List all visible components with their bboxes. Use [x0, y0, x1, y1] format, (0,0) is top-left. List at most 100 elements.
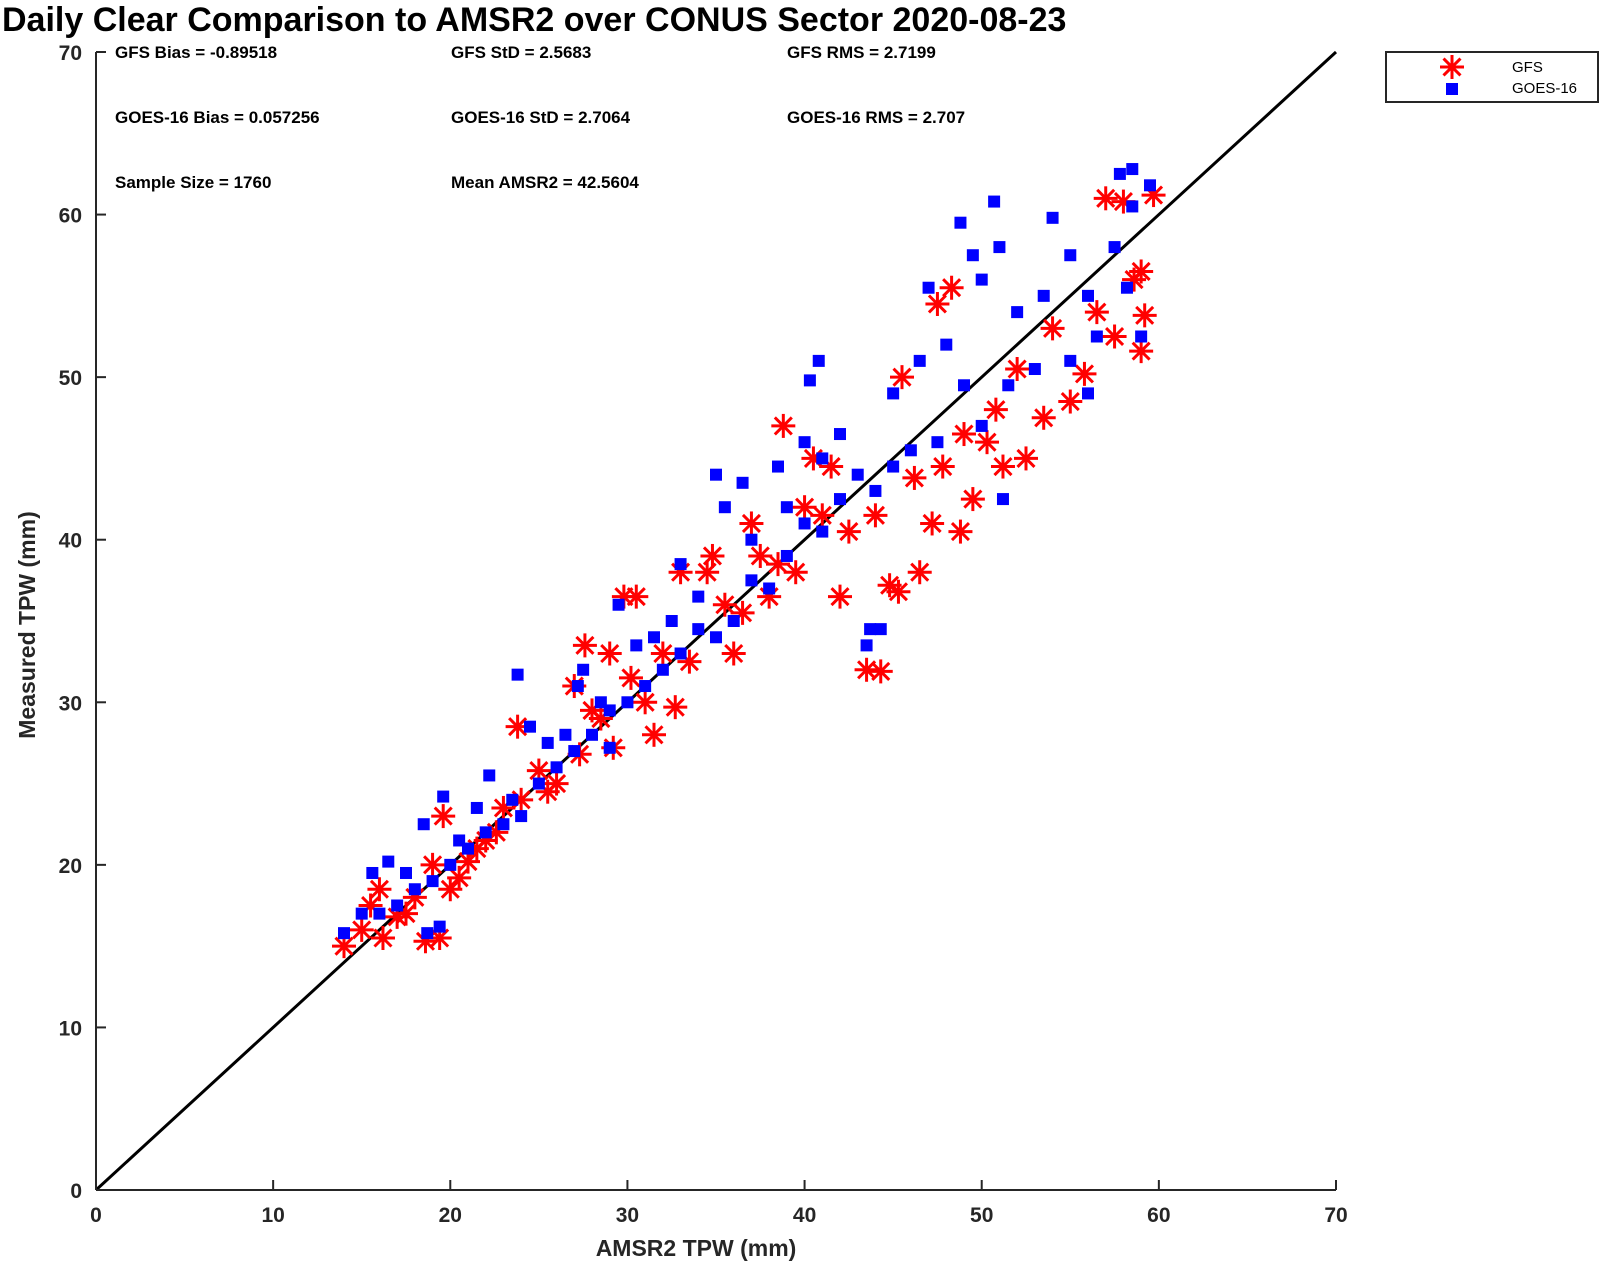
goes-point — [511, 668, 524, 681]
goes-point — [966, 249, 979, 262]
goes-point — [550, 761, 563, 774]
goes-point — [763, 582, 776, 595]
goes-point — [922, 281, 935, 294]
goes-point — [1046, 211, 1059, 224]
goes-point — [571, 680, 584, 693]
gfs-point — [712, 592, 737, 617]
goes-point — [727, 615, 740, 627]
sample-size-text: Sample Size = 1760 — [115, 173, 271, 192]
legend-gfs-label: GFS — [1512, 59, 1543, 76]
gfs-point — [618, 665, 643, 690]
goes-point — [603, 741, 616, 754]
gfs-point — [1014, 446, 1038, 471]
gfs-point — [633, 690, 658, 715]
gfs-point — [1058, 389, 1083, 414]
goes-point — [988, 195, 1001, 208]
goes-point — [568, 745, 581, 758]
goes-point — [710, 631, 722, 644]
goes-point — [1011, 306, 1024, 319]
gfs-point — [1132, 303, 1157, 328]
gfs-point — [739, 511, 764, 536]
goes-point — [355, 907, 368, 920]
goes-point — [532, 777, 545, 790]
goes-point — [338, 927, 350, 940]
gfs-point — [1084, 300, 1109, 325]
goes-point — [524, 720, 536, 733]
goes-point — [1028, 363, 1041, 376]
goes-point — [780, 549, 793, 562]
goes-point — [400, 866, 412, 879]
gfs-point — [952, 422, 976, 447]
goes-point — [1082, 387, 1094, 400]
goes-point — [816, 452, 829, 465]
goes-point — [559, 728, 572, 741]
goes-point — [812, 354, 825, 367]
goes-point — [869, 484, 882, 497]
gfs-point — [748, 543, 773, 568]
reference-line-layer — [94, 50, 1338, 1192]
goes-point — [586, 728, 598, 741]
gfs-bias-text: GFS Bias = -0.89518 — [115, 43, 277, 62]
mean-amsr2-text: Mean AMSR2 = 42.5604 — [451, 173, 639, 192]
legend-box — [1385, 51, 1599, 103]
goes-point — [656, 663, 669, 676]
goes-point — [904, 444, 917, 457]
y-axis-ticks: 0 10 20 30 40 50 60 70 — [59, 42, 106, 1203]
x-tick-label: 50 — [970, 1204, 993, 1227]
goes-point — [366, 866, 379, 879]
gfs-point — [624, 584, 649, 609]
y-tick-label: 0 — [70, 1180, 82, 1203]
goes-point — [864, 623, 877, 636]
goes-point — [958, 379, 970, 392]
y-tick-label: 30 — [59, 692, 82, 715]
x-tick-label: 20 — [439, 1204, 462, 1227]
gfs-point — [920, 511, 945, 536]
goes-point — [674, 558, 687, 571]
goes-point — [612, 598, 625, 611]
gfs-point — [695, 560, 720, 585]
gfs-point — [1072, 361, 1097, 386]
y-tick-label: 60 — [59, 205, 82, 228]
gfs-rms-text: GFS RMS = 2.7199 — [787, 43, 936, 62]
goes-point — [954, 216, 967, 229]
gfs-point — [886, 579, 911, 604]
goes-rms-text: GOES-16 RMS = 2.707 — [787, 108, 965, 127]
goes-point — [1144, 179, 1156, 192]
goes-point — [874, 623, 887, 636]
goes-series — [338, 163, 1156, 940]
goes-point — [692, 623, 705, 636]
legend-goes-label: GOES-16 — [1512, 80, 1577, 97]
gfs-point — [925, 291, 950, 316]
goes-point — [1120, 281, 1133, 294]
gfs-point — [1005, 357, 1030, 382]
goes-point — [648, 631, 660, 644]
x-tick-label: 0 — [90, 1204, 102, 1227]
goes-point — [421, 927, 434, 940]
gfs-std-text: GFS StD = 2.5683 — [451, 43, 591, 62]
gfs-point — [983, 397, 1008, 422]
goes-point — [515, 810, 528, 823]
goes-point — [382, 855, 395, 868]
gfs-point — [783, 560, 808, 585]
goes-point — [887, 387, 900, 400]
y-tick-label: 20 — [59, 855, 82, 878]
goes-point — [1126, 200, 1139, 213]
goes-point — [603, 704, 616, 717]
gfs-point — [792, 495, 817, 520]
goes-point — [798, 436, 811, 449]
gfs-point — [700, 543, 725, 568]
goes-point — [692, 590, 705, 603]
goes-point — [913, 354, 926, 367]
gfs-point — [1031, 405, 1056, 430]
goes-point — [745, 574, 758, 587]
gfs-point — [370, 926, 395, 951]
x-tick-label: 60 — [1147, 1204, 1170, 1227]
gfs-point — [990, 454, 1015, 479]
gfs-point — [438, 877, 463, 902]
goes-point — [851, 468, 864, 481]
gfs-point — [642, 722, 666, 747]
goes-point — [772, 460, 784, 473]
goes-point — [479, 826, 492, 839]
x-tick-label: 70 — [1324, 1204, 1347, 1227]
goes-point — [736, 476, 749, 489]
